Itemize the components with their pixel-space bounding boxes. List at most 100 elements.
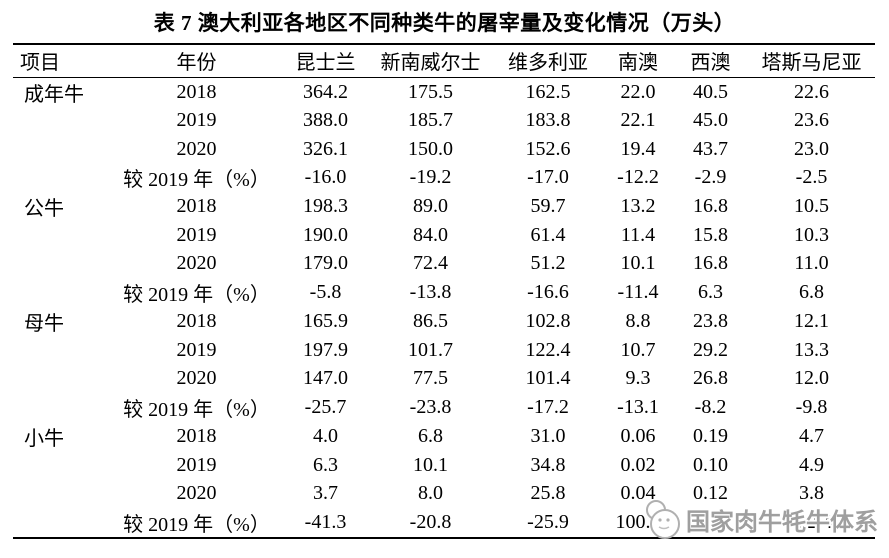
value-cell: 147.0 [303, 367, 348, 390]
value-cell: 152.6 [525, 137, 571, 160]
value-cell: 388.0 [303, 109, 348, 132]
table-row: 母牛 2018 165.9 86.5 102.8 8.8 23.8 12.1 [13, 307, 875, 336]
value-cell: 0.10 [693, 453, 728, 476]
item-cell [13, 163, 110, 192]
value-cell: 23.0 [794, 137, 829, 160]
value-cell: 31.0 [530, 424, 566, 447]
year-cell: 2019 [176, 109, 217, 132]
header-year: 年份 [176, 52, 217, 75]
year-cell: 2018 [176, 424, 217, 447]
table-row: 小牛 2018 4.0 6.8 31.0 0.06 0.19 4.7 [13, 422, 875, 451]
value-cell: 8.0 [418, 481, 443, 504]
table-row: 2019 197.9 101.7 122.4 10.7 29.2 13.3 [13, 336, 875, 364]
table-row: 成年牛 2018 364.2 175.5 162.5 22.0 40.5 22.6 [13, 77, 875, 107]
item-cell: 小牛 [24, 427, 64, 450]
value-cell: 100.0 [615, 510, 661, 533]
table-row: 2020 3.7 8.0 25.8 0.04 0.12 3.8 [13, 479, 875, 507]
year-cell: 2020 [176, 481, 217, 504]
table-title: 表 7 澳大利亚各地区不同种类牛的屠宰量及变化情况（万头） [153, 11, 736, 35]
value-cell: -2.5 [795, 166, 828, 189]
value-cell: 102.8 [525, 310, 571, 333]
value-cell: 6.3 [313, 453, 338, 476]
table-header: 项目 年份 昆士兰 新南威尔士 维多利亚 南澳 西澳 塔斯马尼亚 [13, 44, 875, 77]
header-south-australia: 南澳 [618, 52, 658, 75]
value-cell: 8.8 [625, 310, 651, 333]
value-cell: 45.0 [693, 109, 728, 132]
table-row: 2020 326.1 150.0 152.6 19.4 43.7 23.0 [13, 135, 875, 163]
value-cell: 4.0 [313, 424, 338, 447]
year-cell: 2018 [176, 195, 217, 218]
header-queensland: 昆士兰 [295, 52, 356, 75]
value-cell: -41.3 [304, 510, 347, 533]
header-row: 项目 年份 昆士兰 新南威尔士 维多利亚 南澳 西澳 塔斯马尼亚 [13, 44, 875, 77]
item-cell [13, 393, 110, 422]
value-cell: 84.0 [413, 223, 448, 246]
value-cell: 364.2 [303, 80, 348, 103]
table-row: 较 2019 年（%） -16.0 -19.2 -17.0 -12.2 -2.9 -2.5 [13, 163, 875, 192]
value-cell: 16.8 [693, 195, 728, 218]
value-cell: 0.02 [620, 453, 656, 476]
table-row: 公牛 2018 198.3 89.0 59.7 13.2 16.8 10.5 [13, 192, 875, 221]
value-cell: 11.0 [794, 252, 829, 275]
value-cell: 198.3 [303, 195, 348, 218]
value-cell: 10.1 [413, 453, 448, 476]
value-cell: 6.8 [799, 281, 824, 304]
value-cell: -8.2 [694, 395, 727, 418]
value-cell: 4.9 [799, 453, 824, 476]
value-cell: 4.7 [799, 424, 824, 447]
year-cell: 2019 [176, 223, 217, 246]
value-cell: -19.2 [409, 166, 452, 189]
value-cell: -17.0 [527, 166, 569, 189]
value-cell: 197.9 [303, 338, 348, 361]
value-cell: 185.7 [408, 109, 453, 132]
data-table: 项目 年份 昆士兰 新南威尔士 维多利亚 南澳 西澳 塔斯马尼亚 成年牛 2018… [13, 43, 875, 539]
year-cell: 2018 [176, 310, 217, 333]
value-cell: 20.0 [693, 510, 728, 533]
value-cell: -2.9 [694, 166, 727, 189]
item-cell [13, 135, 110, 163]
value-cell: -25.9 [527, 510, 569, 533]
table-body: 成年牛 2018 364.2 175.5 162.5 22.0 40.5 22.6 2019 38… [13, 77, 875, 538]
item-cell [13, 278, 110, 307]
value-cell: 77.5 [413, 367, 448, 390]
value-cell: 0.12 [693, 481, 728, 504]
table-row: 较 2019 年（%） -5.8 -13.8 -16.6 -11.4 6.3 6.8 [13, 278, 875, 307]
value-cell: -9.8 [795, 395, 828, 418]
year-cell: 较 2019 年（%） [123, 284, 270, 307]
value-cell: 10.1 [620, 252, 656, 275]
item-cell [13, 107, 110, 135]
header-victoria: 维多利亚 [508, 52, 588, 75]
header-western-australia: 西澳 [690, 52, 731, 75]
value-cell: -22.4 [790, 510, 833, 533]
year-cell: 2020 [176, 367, 217, 390]
value-cell: 3.8 [799, 481, 824, 504]
value-cell: 101.7 [408, 338, 453, 361]
value-cell: 51.2 [530, 252, 566, 275]
item-cell: 母牛 [24, 313, 64, 336]
value-cell: 10.3 [794, 223, 829, 246]
value-cell: -13.1 [617, 395, 659, 418]
value-cell: 29.2 [693, 338, 728, 361]
value-cell: 22.1 [620, 109, 656, 132]
value-cell: -12.2 [617, 166, 659, 189]
value-cell: 72.4 [413, 252, 448, 275]
header-item: 项目 [20, 52, 60, 75]
item-cell [13, 336, 110, 364]
value-cell: 23.6 [794, 109, 829, 132]
value-cell: -13.8 [409, 281, 452, 304]
table-row: 较 2019 年（%） -25.7 -23.8 -17.2 -13.1 -8.2 -9.8 [13, 393, 875, 422]
value-cell: 61.4 [530, 223, 566, 246]
year-cell: 2018 [176, 80, 217, 103]
value-cell: 25.8 [530, 481, 566, 504]
table-row: 2020 179.0 72.4 51.2 10.1 16.8 11.0 [13, 250, 875, 278]
value-cell: 190.0 [303, 223, 348, 246]
table-row: 较 2019 年（%） -41.3 -20.8 -25.9 100.0 20.0 -22.4 [13, 508, 875, 538]
item-cell [13, 508, 110, 538]
year-cell: 2019 [176, 453, 217, 476]
item-cell [13, 364, 110, 392]
value-cell: 40.5 [693, 80, 728, 103]
item-cell: 成年牛 [24, 83, 84, 106]
value-cell: 43.7 [693, 137, 728, 160]
item-cell [13, 479, 110, 507]
